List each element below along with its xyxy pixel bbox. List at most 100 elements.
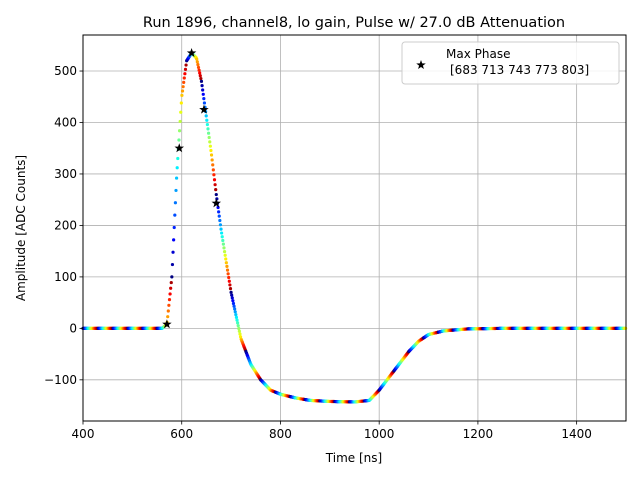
pulse-data-point: [223, 253, 227, 257]
legend-label-values: [683 713 743 773 803]: [450, 63, 589, 77]
x-tick-label: 600: [170, 427, 193, 441]
pulse-data-point: [218, 218, 222, 223]
pulse-data-point: [198, 74, 202, 78]
pulse-data-point: [177, 138, 181, 142]
pulse-data-point: [201, 88, 205, 92]
pulse-data-point: [212, 173, 216, 177]
plot-frame: [82, 34, 627, 422]
pulse-data-point: [221, 238, 225, 243]
pulse-data-point: [198, 71, 202, 75]
pulse-data-point: [205, 118, 209, 122]
y-tick-label: 500: [54, 64, 77, 78]
pulse-data-point: [231, 299, 235, 303]
pulse-data-point: [173, 213, 177, 217]
pulse-data-point: [196, 63, 200, 67]
pulse-data-point: [233, 310, 237, 314]
pulse-data-point: [199, 76, 203, 81]
pulse-data-point: [214, 188, 218, 192]
max-phase-star: [162, 319, 172, 329]
pulse-data-point: [174, 188, 178, 193]
grid-lines: [82, 35, 626, 421]
x-tick-label: 1000: [364, 427, 395, 441]
pulse-data-point: [168, 292, 172, 296]
pulse-data-point: [224, 261, 228, 265]
pulse-data-point: [208, 144, 212, 148]
pulse-data-point: [214, 192, 218, 197]
pulse-data-point: [208, 140, 212, 144]
y-tick-label: 400: [54, 115, 77, 129]
pulse-data-point: [224, 257, 228, 261]
pulse-data-point: [236, 321, 240, 325]
pulse-data-point: [180, 89, 185, 93]
y-tick-label: −100: [44, 373, 77, 387]
pulse-data-point: [228, 287, 233, 291]
max-phase-star: [199, 104, 209, 114]
pulse-data-point: [228, 283, 232, 287]
pulse-data-point: [209, 148, 213, 153]
pulse-data-point: [229, 290, 233, 294]
pulse-data-point: [217, 210, 221, 214]
pulse-data-point: [169, 286, 173, 290]
pulse-data-point: [175, 166, 179, 170]
legend-label-title: Max Phase: [446, 47, 510, 61]
pulse-data-point: [237, 326, 241, 331]
pulse-data-point: [204, 114, 208, 118]
pulse-data-point: [202, 101, 207, 105]
pulse-data-point: [184, 63, 188, 67]
pulse-data-point: [231, 301, 236, 306]
pulse-data-point: [220, 231, 224, 235]
pulse-data-point: [222, 246, 226, 250]
pulse-data-point: [183, 72, 187, 76]
pulse-data-point: [200, 84, 204, 88]
pulse-data-point: [211, 168, 215, 172]
pulse-data-point: [227, 279, 231, 283]
pulse-data-point: [211, 163, 215, 167]
pulse-data-point: [210, 158, 214, 162]
pulse-data-point: [172, 238, 176, 242]
y-axis-ticks: −100 0 100 200 300 400 500: [44, 64, 83, 387]
pulse-data-point: [217, 214, 221, 218]
pulse-data-point: [176, 156, 180, 161]
pulse-data-point: [195, 57, 199, 61]
y-axis-label: Amplitude [ADC Counts]: [14, 155, 28, 301]
pulse-data-point: [225, 264, 229, 268]
pulse-data-point: [209, 153, 214, 157]
pulse-data-point: [238, 332, 242, 336]
pulse-data-point: [196, 65, 201, 70]
pulse-data-point: [212, 178, 217, 182]
y-tick-label: 300: [54, 167, 77, 181]
legend-box: [401, 41, 620, 85]
pulse-data-point: [197, 68, 201, 72]
pulse-data-point: [178, 119, 182, 124]
pulse-data-point: [181, 85, 185, 89]
pulse-data-point: [170, 262, 175, 267]
pulse-data-point: [183, 67, 188, 71]
max-phase-star: [211, 198, 222, 208]
pulse-data-point: [226, 272, 230, 276]
pulse-data-point: [237, 329, 241, 333]
pulse-data-point: [207, 135, 211, 140]
x-tick-label: 1200: [463, 427, 494, 441]
pulse-data-point: [206, 127, 210, 131]
y-tick-label: 200: [54, 218, 77, 232]
pulse-data-point: [230, 293, 234, 297]
legend: Max Phase [683 713 743 773 803]: [401, 41, 620, 85]
pulse-data-points: [81, 51, 628, 404]
pulse-data-point: [218, 223, 223, 227]
pulse-data-point: [201, 92, 205, 96]
pulse-data-point: [170, 275, 174, 279]
y-tick-label: 0: [69, 321, 77, 335]
pulse-data-point: [234, 315, 239, 319]
pulse-data-point: [206, 131, 211, 135]
pulse-data-point: [222, 249, 227, 254]
pulse-data-point: [171, 250, 175, 254]
pulse-data-point: [169, 280, 173, 285]
pulse-data-point: [173, 201, 178, 205]
x-axis-ticks: 400 600 800 1000 1200 1400: [72, 421, 592, 441]
pulse-data-point: [195, 60, 199, 64]
pulse-data-point: [234, 312, 238, 317]
max-phase-markers: [162, 48, 222, 329]
pulse-data-point: [167, 303, 171, 307]
legend-star-marker: [416, 60, 426, 70]
